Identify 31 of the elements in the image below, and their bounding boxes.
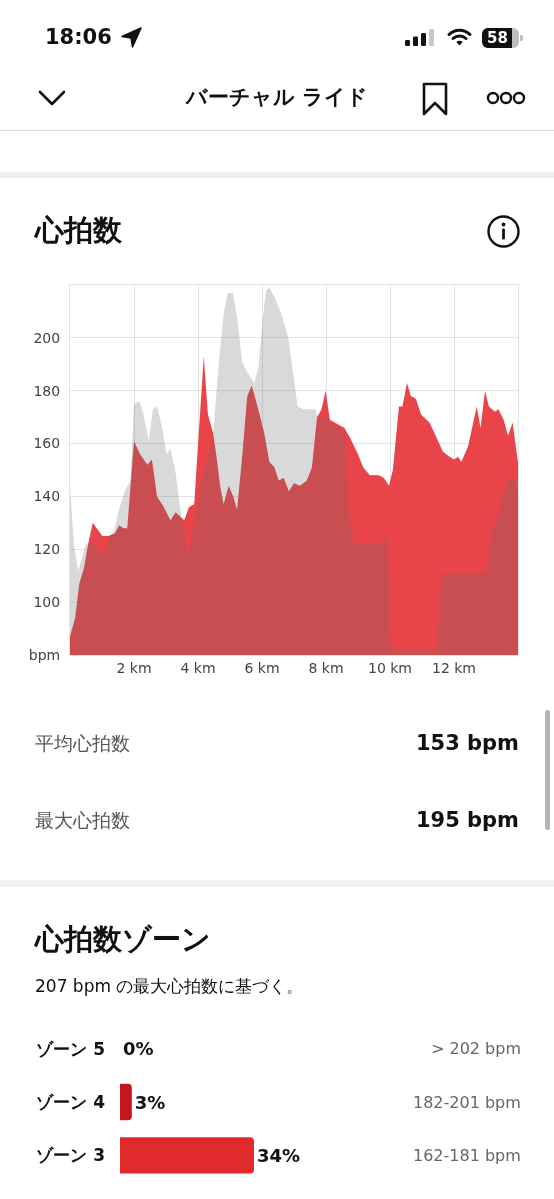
y-tick-label: bpm [28,646,61,663]
y-tick-label: 200 [33,329,61,346]
y-tick-label: 160 [33,435,61,452]
text: 最大心拍数 [35,808,130,833]
y-tick-label: 120 [33,541,61,558]
text: 18:06 [45,24,112,51]
y-tick-label: ゾーン 4 [36,1091,106,1112]
text: 153 bpm [415,730,519,757]
data-label: 34% [256,1144,301,1166]
x-tick-label: 2 km [116,659,152,676]
y2-tick-label: 182-201 bpm [413,1093,521,1112]
y-tick-label: ゾーン 5 [36,1038,105,1059]
y-tick-label: 100 [33,594,61,611]
x-tick-label: 12 km [431,659,477,676]
x-tick-label: 6 km [244,659,280,676]
y-tick-label: ゾーン 3 [36,1145,105,1166]
x-tick-label: 8 km [308,659,344,676]
x-tick-label: 10 km [367,659,413,676]
y2-tick-label: > 202 bpm [431,1039,522,1058]
data-label: 3% [134,1091,166,1113]
y-tick-label: 140 [33,488,61,505]
data-label: 0% [123,1038,154,1060]
y-tick-label: 180 [33,382,61,399]
x-tick-label: 4 km [180,659,216,676]
text: 平均心拍数 [35,731,130,756]
chart-title: 心拍数 [35,212,122,249]
chart-subtitle: 207 bpm の最大心拍数に基づく。 [35,975,304,998]
text: 195 bpm [415,807,519,834]
y2-tick-label: 162-181 bpm [413,1146,521,1165]
text: バーチャル ライド [184,84,370,111]
chart-title: 心拍数ゾーン [35,921,211,958]
